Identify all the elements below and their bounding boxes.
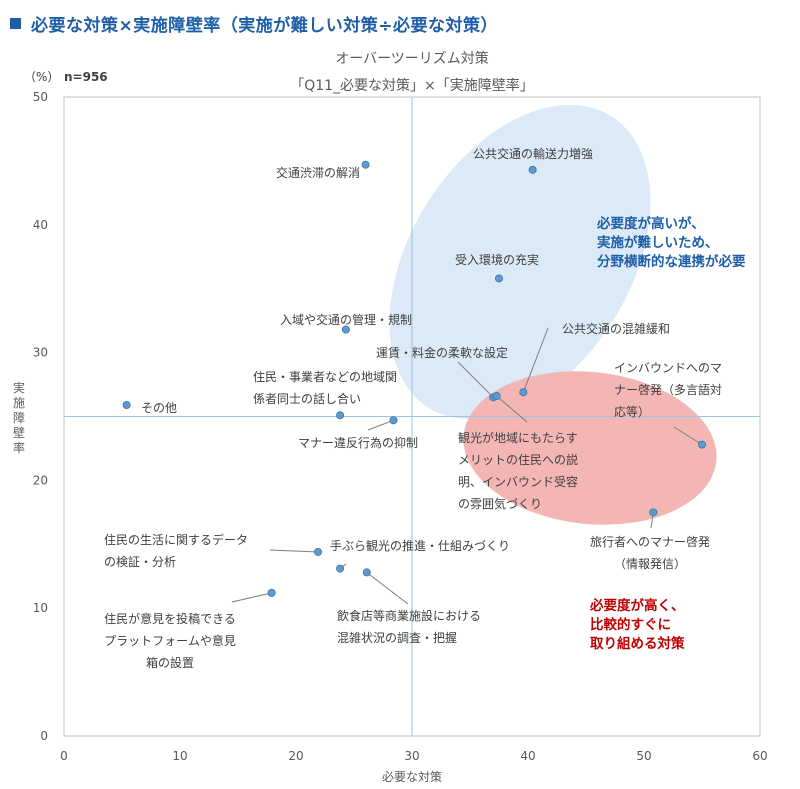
point-label: ナー啓発（多言語対 [614, 382, 722, 397]
region-annotation: 取り組める対策 [590, 635, 685, 652]
point-label: 明、インバウンド受容 [458, 474, 578, 489]
page-header: 必要な対策×実施障壁率（実施が難しい対策÷必要な対策） [10, 8, 498, 38]
x-tick-label: 20 [288, 749, 303, 763]
y-tick-label: 30 [33, 346, 48, 360]
point-label: 入域や交通の管理・規制 [280, 312, 412, 327]
y-axis-title-char: 施 [13, 396, 25, 410]
data-point [314, 547, 323, 556]
data-point [122, 400, 131, 409]
label-leader-line [269, 549, 319, 553]
label-leader-line [496, 395, 528, 423]
point-label: 飲食店等商業施設における [337, 608, 481, 623]
label-leader-line [522, 327, 549, 393]
y-axis-title-char: 実 [13, 380, 25, 395]
data-point [519, 388, 528, 397]
x-tick-label: 50 [636, 749, 651, 763]
data-point [389, 416, 398, 425]
point-label: の検証・分析 [104, 555, 176, 569]
y-tick-label: 40 [33, 218, 48, 232]
data-point [492, 392, 501, 401]
y-tick-label: 50 [33, 90, 48, 104]
y-tick-label: 10 [33, 601, 48, 615]
point-label: メリットの住民への説 [458, 452, 578, 467]
label-leader-line [367, 419, 394, 431]
x-tick-label: 0 [60, 749, 68, 763]
data-point [361, 160, 370, 169]
point-label: 住民・事業者などの地域関 [253, 370, 397, 384]
x-tick-label: 60 [752, 749, 767, 763]
point-label: 係者同士の話し合い [253, 391, 361, 406]
y-axis-title: 実施障壁率 [13, 380, 25, 455]
point-label: 住民が意見を投稿できる [104, 611, 236, 626]
label-leader-line [231, 592, 272, 603]
point-label: 交通渋滞の解消 [276, 165, 360, 180]
data-point [336, 411, 345, 420]
point-label: 受入環境の充実 [455, 252, 539, 267]
data-point [267, 588, 276, 597]
x-tick-label: 40 [520, 749, 535, 763]
data-point [698, 440, 707, 449]
quick-win-region [463, 371, 717, 525]
data-point [649, 508, 658, 517]
data-point [336, 564, 345, 573]
region-annotation: 必要度が高いが、 [596, 215, 705, 232]
chart-title-line-1: オーバーツーリズム対策 [335, 50, 489, 67]
x-tick-label: 30 [404, 749, 419, 763]
sample-size-label: n=956 [64, 70, 108, 84]
label-leader-line [673, 426, 703, 446]
point-label: マナー違反行為の抑制 [298, 435, 418, 450]
point-label: 住民の生活に関するデータ [104, 532, 248, 547]
x-axis-title: 必要な対策 [382, 770, 442, 784]
point-label: 応等） [614, 405, 650, 419]
label-leader-line [457, 361, 494, 398]
point-label: （情報発信） [614, 557, 686, 571]
header-square-icon [10, 17, 21, 29]
point-label: 公共交通の輸送力増強 [473, 146, 593, 161]
y-tick-label: 0 [40, 729, 48, 743]
point-label: の雰囲気づくり [458, 496, 542, 511]
point-label: 旅行者へのマナー啓発 [590, 534, 710, 549]
high-barrier-region [389, 104, 651, 420]
point-label: プラットフォームや意見 [104, 633, 236, 648]
point-label: 箱の設置 [146, 655, 194, 670]
region-annotation: 分野横断的な連携が必要 [597, 253, 746, 270]
data-point [362, 568, 371, 577]
region-annotation: 比較的すぐに [590, 616, 671, 633]
point-label: インバウンドへのマ [614, 361, 722, 375]
point-label: 手ぶら観光の推進・仕組みづくり [330, 539, 510, 553]
chart-title-line-2: 「Q11_必要な対策」×「実施障壁率」 [290, 77, 534, 94]
data-point [494, 274, 503, 283]
region-annotation: 実施が難しいため、 [597, 234, 719, 251]
point-label: 観光が地域にもたらす [458, 430, 578, 445]
label-leader-line [366, 572, 409, 605]
y-axis-title-char: 率 [13, 440, 25, 455]
point-label: 混雑状況の調査・把握 [337, 630, 457, 645]
y-tick-label: 20 [33, 473, 48, 487]
region-annotation: 必要度が高く、 [589, 597, 685, 614]
point-label: 運賃・料金の柔軟な設定 [376, 345, 508, 360]
data-point [341, 325, 350, 334]
page-title: 必要な対策×実施障壁率（実施が難しい対策÷必要な対策） [31, 15, 498, 36]
point-label: 公共交通の混雑緩和 [562, 321, 670, 336]
point-label: その他 [141, 401, 177, 415]
y-axis-title-char: 壁 [13, 425, 25, 440]
data-point [528, 165, 537, 174]
y-unit-label: （%） [24, 70, 59, 84]
x-tick-label: 10 [172, 749, 187, 763]
y-axis-title-char: 障 [13, 410, 25, 425]
